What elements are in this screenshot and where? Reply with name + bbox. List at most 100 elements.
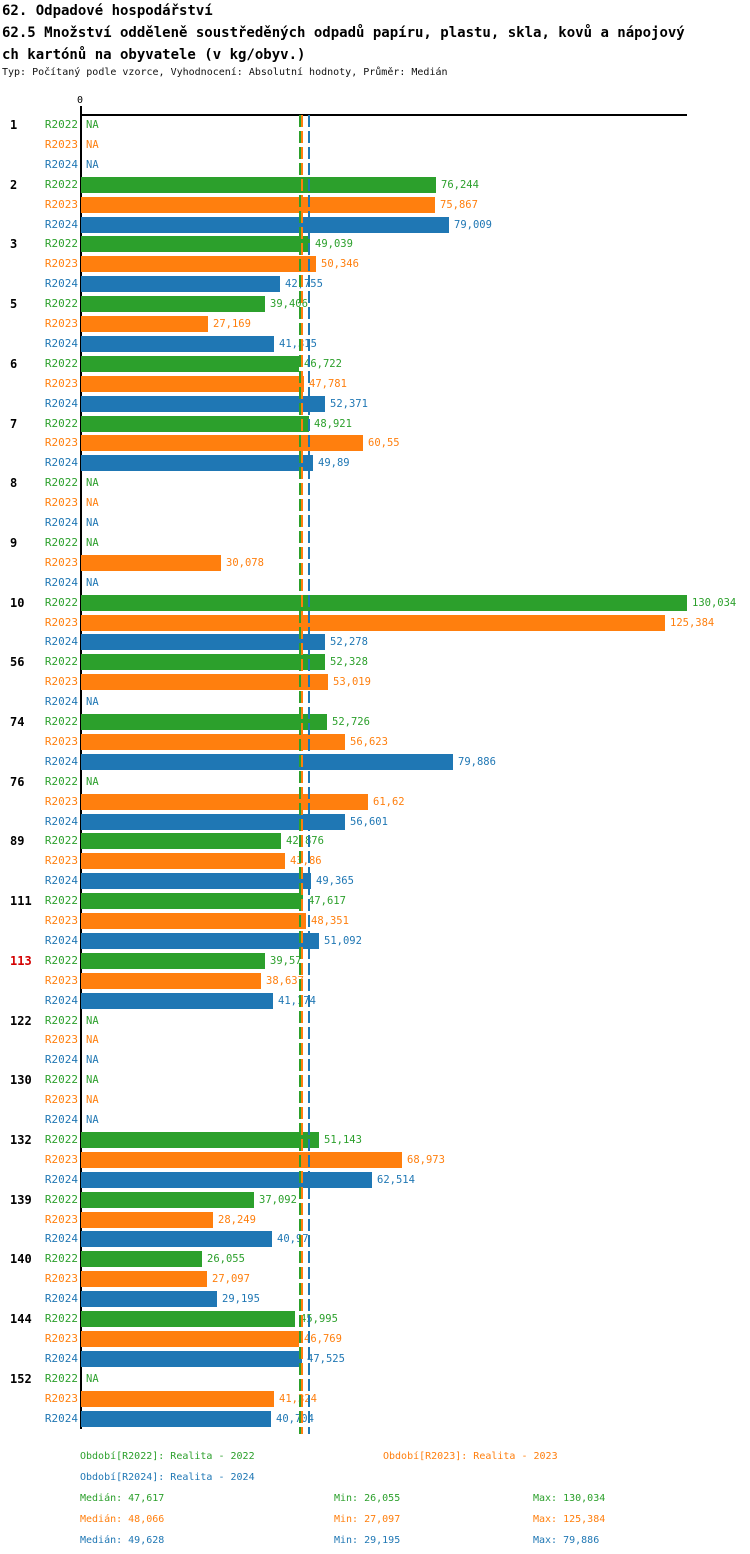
bar-144-R2024 (81, 1350, 302, 1367)
stat-median-R2023: Medián: 48,066 (80, 1514, 165, 1525)
row-label-R2024: R2024 (44, 635, 78, 649)
row-label-R2024: R2024 (44, 695, 78, 709)
row-label-R2024: R2024 (44, 396, 78, 410)
value-label-139-R2024: 40,97 (277, 1233, 309, 1246)
row-label-R2023: R2023 (44, 257, 78, 271)
value-label-7-R2022: 48,921 (314, 417, 352, 430)
row-label-R2022: R2022 (44, 834, 78, 848)
stat-max-R2024: Max: 79,886 (533, 1535, 600, 1546)
legend-item-R2024: Období[R2024]: Realita - 2024 (80, 1472, 255, 1483)
legend-item-R2023: Období[R2023]: Realita - 2023 (383, 1451, 558, 1462)
bar-2-R2022 (81, 176, 436, 193)
row-label-R2022: R2022 (44, 1192, 78, 1206)
row-label-R2023: R2023 (44, 317, 78, 330)
row-label-R2024: R2024 (44, 1053, 78, 1067)
bar-152-R2023 (81, 1390, 274, 1407)
na-label-56-R2024: NA (86, 696, 99, 709)
value-label-10-R2024: 52,278 (330, 636, 368, 649)
median-line-R2024 (308, 115, 310, 1434)
bar-9-R2023 (81, 554, 221, 571)
bar-113-R2023 (81, 972, 261, 989)
row-label-R2023: R2023 (44, 1391, 78, 1405)
row-label-R2022: R2022 (44, 476, 78, 490)
row-label-R2022: R2022 (44, 1013, 78, 1027)
value-label-140-R2024: 29,195 (222, 1293, 260, 1306)
bar-89-R2022 (81, 833, 281, 850)
value-label-76-R2023: 61,62 (373, 795, 405, 808)
bar-56-R2023 (81, 674, 328, 691)
bar-111-R2022 (81, 893, 303, 910)
bar-89-R2023 (81, 853, 285, 870)
group-label-10: 10 (10, 595, 25, 610)
na-label-122-R2023: NA (86, 1034, 99, 1047)
na-label-130-R2023: NA (86, 1094, 99, 1107)
group-label-89: 89 (10, 834, 25, 849)
na-label-76-R2022: NA (86, 775, 99, 788)
row-label-R2022: R2022 (44, 953, 78, 967)
value-label-74-R2023: 56,623 (350, 735, 388, 748)
row-label-R2022: R2022 (44, 177, 78, 191)
row-label-R2023: R2023 (44, 1033, 78, 1047)
value-label-113-R2023: 38,637 (266, 974, 304, 987)
value-label-113-R2022: 39,57 (270, 954, 302, 967)
value-label-152-R2023: 41,324 (279, 1392, 317, 1405)
row-label-R2024: R2024 (44, 516, 78, 529)
value-label-139-R2023: 28,249 (218, 1213, 256, 1226)
row-label-R2023: R2023 (44, 555, 78, 569)
bar-132-R2022 (81, 1131, 319, 1148)
bar-5-R2023 (81, 316, 208, 332)
value-label-113-R2024: 41,174 (278, 994, 316, 1007)
stat-min-R2023: Min: 27,097 (334, 1514, 401, 1525)
value-label-7-R2024: 49,89 (318, 457, 350, 470)
row-label-R2023: R2023 (44, 1331, 78, 1345)
value-label-140-R2023: 27,097 (212, 1273, 250, 1286)
row-label-R2022: R2022 (44, 715, 78, 728)
group-label-111: 111 (10, 894, 32, 909)
value-label-89-R2024: 49,365 (316, 875, 354, 888)
group-label-76: 76 (10, 774, 25, 789)
group-label-5: 5 (10, 297, 18, 312)
group-label-1: 1 (10, 118, 18, 132)
bar-139-R2023 (81, 1211, 213, 1228)
row-label-R2022: R2022 (44, 655, 78, 669)
row-label-R2022: R2022 (44, 1371, 78, 1385)
bar-6-R2022 (81, 355, 299, 372)
bar-10-R2024 (81, 634, 325, 651)
bar-113-R2024 (81, 992, 273, 1009)
bar-76-R2023 (81, 793, 368, 810)
bar-74-R2023 (81, 733, 345, 750)
group-label-74: 74 (10, 715, 25, 729)
na-label-1-R2022: NA (86, 119, 99, 131)
row-label-R2024: R2024 (44, 217, 78, 231)
row-label-R2023: R2023 (44, 436, 78, 450)
bar-7-R2024 (81, 455, 313, 472)
row-label-R2023: R2023 (44, 376, 78, 390)
row-label-R2024: R2024 (44, 933, 78, 947)
value-label-74-R2022: 52,726 (332, 716, 370, 728)
value-label-111-R2024: 51,092 (324, 934, 362, 947)
row-label-R2024: R2024 (44, 456, 78, 470)
group-label-139: 139 (10, 1192, 32, 1207)
median-line-R2023 (301, 115, 303, 1434)
group-label-6: 6 (10, 356, 18, 371)
na-label-130-R2022: NA (86, 1074, 99, 1087)
row-label-R2023: R2023 (44, 615, 78, 629)
row-label-R2022: R2022 (44, 774, 78, 788)
row-label-R2023: R2023 (44, 496, 78, 510)
row-label-R2022: R2022 (44, 118, 78, 131)
row-label-R2024: R2024 (44, 1411, 78, 1425)
value-label-140-R2022: 26,055 (207, 1253, 245, 1266)
bar-139-R2024 (81, 1231, 272, 1248)
row-label-R2023: R2023 (44, 1272, 78, 1286)
value-label-144-R2023: 46,769 (304, 1332, 342, 1345)
row-label-R2024: R2024 (44, 575, 78, 589)
group-label-113: 113 (10, 953, 32, 968)
x-axis-line (81, 114, 687, 116)
row-label-R2022: R2022 (44, 237, 78, 251)
bar-76-R2024 (81, 813, 345, 830)
value-label-6-R2023: 47,781 (309, 377, 347, 390)
row-label-R2022: R2022 (44, 1073, 78, 1087)
row-label-R2024: R2024 (44, 814, 78, 828)
row-label-R2022: R2022 (44, 595, 78, 609)
